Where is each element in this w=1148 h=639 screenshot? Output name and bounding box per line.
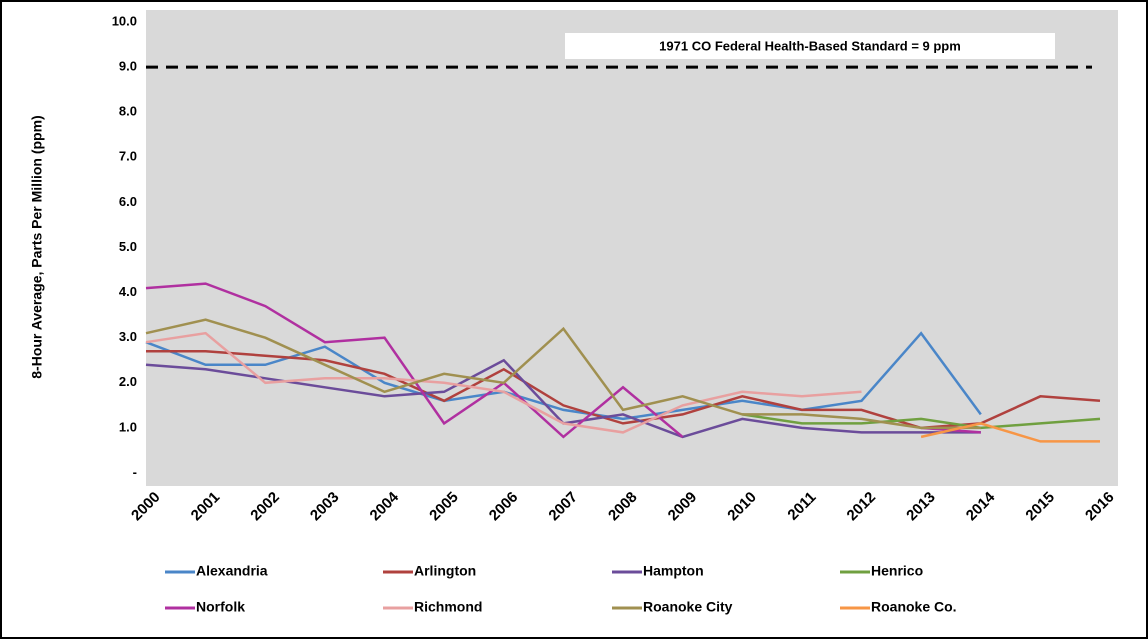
y-tick-label: 9.0 bbox=[119, 59, 137, 74]
annotation: 1971 CO Federal Health-Based Standard = … bbox=[659, 38, 961, 53]
y-tick-label: - bbox=[133, 464, 137, 479]
legend-label: Arlington bbox=[414, 563, 476, 579]
series-line bbox=[920, 422, 1100, 443]
y-tick-label: 5.0 bbox=[119, 239, 137, 254]
y-tick-label: 1.0 bbox=[119, 419, 137, 434]
y-axis-label: 8-Hour Average, Parts Per Million (ppm) bbox=[29, 115, 45, 378]
legend-label: Roanoke Co. bbox=[871, 599, 957, 615]
y-tick-label: 3.0 bbox=[119, 329, 137, 344]
legend-label: Hampton bbox=[643, 563, 704, 579]
y-tick-label: 7.0 bbox=[119, 149, 137, 164]
annotation-box bbox=[565, 33, 1055, 59]
legend-label: Richmond bbox=[414, 599, 482, 615]
y-tick-label: 4.0 bbox=[119, 284, 137, 299]
series-line bbox=[742, 413, 1101, 430]
y-tick-label: 8.0 bbox=[119, 104, 137, 119]
series-line bbox=[145, 331, 982, 421]
legend-label: Henrico bbox=[871, 563, 923, 579]
y-tick-label: 6.0 bbox=[119, 194, 137, 209]
series-line bbox=[146, 349, 1101, 430]
y-tick-label: 10.0 bbox=[112, 13, 137, 28]
legend-label: Alexandria bbox=[196, 563, 268, 579]
series-line bbox=[145, 318, 981, 430]
series-line bbox=[145, 331, 862, 434]
legend-label: Roanoke City bbox=[643, 599, 733, 615]
y-tick-label: 2.0 bbox=[119, 374, 137, 389]
legend-label: Norfolk bbox=[196, 599, 245, 615]
